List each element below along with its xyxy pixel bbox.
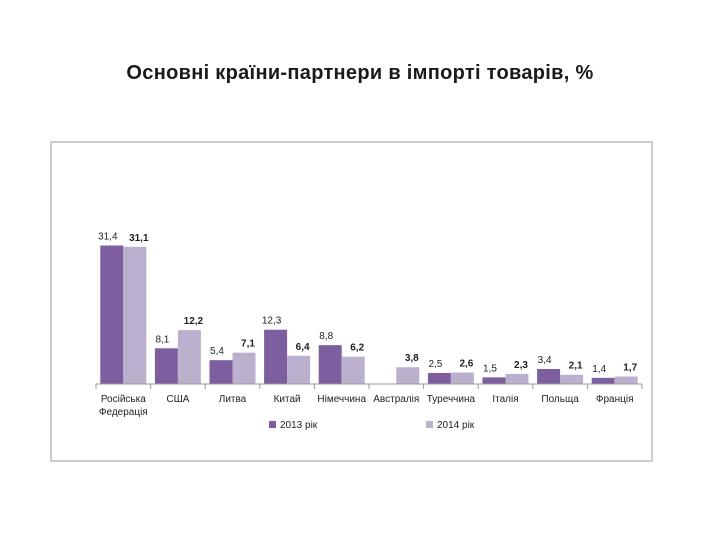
bar-2014: [505, 373, 529, 384]
data-label-2013: 8,8: [319, 331, 333, 342]
data-label-2014: 2,1: [569, 361, 583, 372]
data-label-2014: 2,6: [459, 359, 473, 370]
bar-2014: [287, 355, 311, 384]
bar-2014: [232, 352, 256, 384]
data-label-2014: 6,4: [296, 342, 310, 353]
data-label-2014: 3,8: [405, 353, 419, 364]
page-title: Основні країни-партнери в імпорті товарі…: [126, 62, 594, 84]
data-label-2014: 12,2: [184, 316, 204, 327]
bar-2014: [450, 372, 474, 384]
bar-2013: [318, 345, 342, 384]
data-label-2013: 3,4: [538, 355, 552, 366]
category-label: Федерація: [99, 407, 148, 418]
x-axis-ticks: [95, 384, 643, 389]
legend-label-2013: 2013 рік: [280, 420, 318, 431]
bar-2013: [427, 372, 451, 384]
legend: 2013 рік 2014 рік: [269, 420, 475, 431]
category-label: Російська: [101, 394, 146, 405]
category-labels-group: Російська Федерація США Литва Китай Німеччина…: [99, 394, 634, 418]
category-label: Італія: [492, 394, 518, 405]
data-label-2014: 2,3: [514, 360, 528, 371]
value-labels-group: 31,4 31,1 8,1 12,2 5,4 7,1 12,3 6,4 8,8 6,2 3,8 2,5…: [98, 231, 638, 374]
legend-swatch-2013: [269, 421, 276, 428]
bar-2013: [537, 369, 561, 384]
category-label: Туреччина: [427, 394, 476, 405]
bar-2013: [591, 377, 615, 384]
data-label-2013: 1,5: [483, 363, 497, 374]
bar-2014: [560, 374, 584, 384]
bar-2014: [123, 246, 147, 384]
data-label-2013: 2,5: [428, 359, 442, 370]
data-label-2013: 5,4: [210, 346, 224, 357]
bar-chart: 31,4 31,1 8,1 12,2 5,4 7,1 12,3 6,4 8,8 6,2 3,8 2,5…: [95, 231, 643, 431]
legend-swatch-2014: [426, 421, 433, 428]
data-label-2013: 1,4: [592, 364, 606, 375]
data-label-2013: 31,4: [98, 231, 118, 242]
category-label: США: [166, 394, 189, 405]
data-label-2014: 1,7: [623, 363, 637, 374]
bar-2013: [264, 329, 288, 384]
bars-group: [100, 245, 638, 384]
data-label-2013: 12,3: [262, 316, 282, 327]
bar-2013: [100, 245, 124, 384]
bar-2013: [482, 377, 506, 384]
bar-2013: [154, 348, 178, 384]
data-label-2014: 6,2: [350, 343, 364, 354]
legend-label-2014: 2014 рік: [437, 420, 475, 431]
category-label: Польща: [541, 394, 579, 405]
data-label-2014: 7,1: [241, 339, 255, 350]
category-label: Китай: [274, 394, 301, 405]
bar-2014: [614, 376, 638, 384]
data-label-2013: 8,1: [155, 334, 169, 345]
bar-2014: [177, 330, 201, 384]
category-label: Німеччина: [317, 394, 366, 405]
chart-frame: 31,4 31,1 8,1 12,2 5,4 7,1 12,3 6,4 8,8 6,2 3,8 2,5…: [50, 141, 653, 462]
category-label: Франція: [596, 394, 634, 405]
bar-2014: [396, 367, 420, 384]
bar-2014: [341, 356, 365, 384]
bar-2013: [209, 360, 233, 384]
data-label-2014: 31,1: [129, 233, 149, 244]
category-label: Литва: [219, 394, 247, 405]
category-label: Австралія: [373, 394, 419, 405]
